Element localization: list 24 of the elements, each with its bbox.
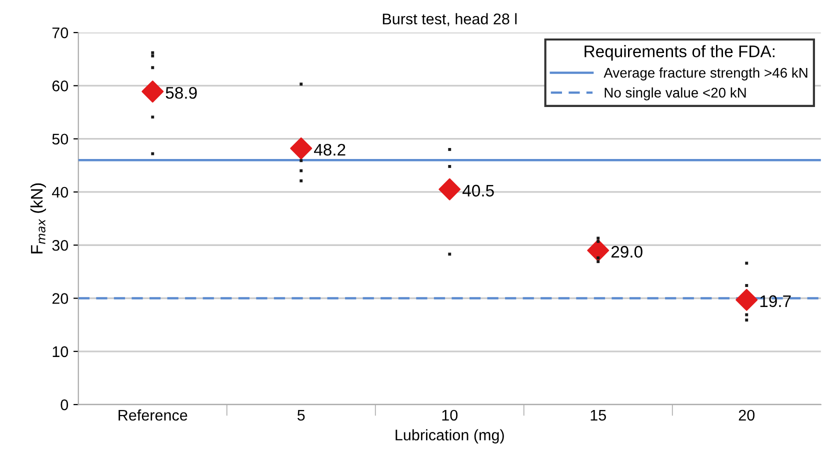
data-label: 19.7 (760, 295, 791, 308)
y-tick-label: 70 (52, 27, 68, 38)
y-tick-label: 60 (52, 80, 68, 92)
x-tick-label: 5 (297, 410, 305, 421)
legend-label: Average fracture strength >46 kN (604, 68, 808, 80)
x-tick-label: 20 (738, 410, 755, 421)
legend-title: Requirements of the FDA: (584, 45, 774, 61)
chart-title: Burst test, head 28 l (382, 13, 517, 26)
data-label: 29.0 (611, 246, 642, 258)
y-tick-label: 0 (60, 399, 68, 410)
x-tick-label: 15 (590, 410, 606, 421)
data-label: 48.2 (314, 144, 346, 156)
data-label: 40.5 (462, 184, 494, 197)
x-axis-title: Lubrication (mg) (396, 429, 504, 444)
y-axis-title: F$_{max}$ (kN) (30, 183, 46, 254)
y-tick-label: 10 (52, 346, 68, 358)
x-tick-label: 10 (442, 410, 458, 421)
x-tick-label: Reference (118, 409, 188, 421)
data-label: 58.9 (166, 86, 197, 99)
y-tick-label: 40 (52, 186, 68, 198)
y-tick-label: 20 (52, 293, 68, 304)
y-tick-label: 30 (52, 240, 68, 251)
y-tick-label: 50 (52, 134, 68, 145)
legend-label: No single value <20 kN (604, 87, 746, 100)
